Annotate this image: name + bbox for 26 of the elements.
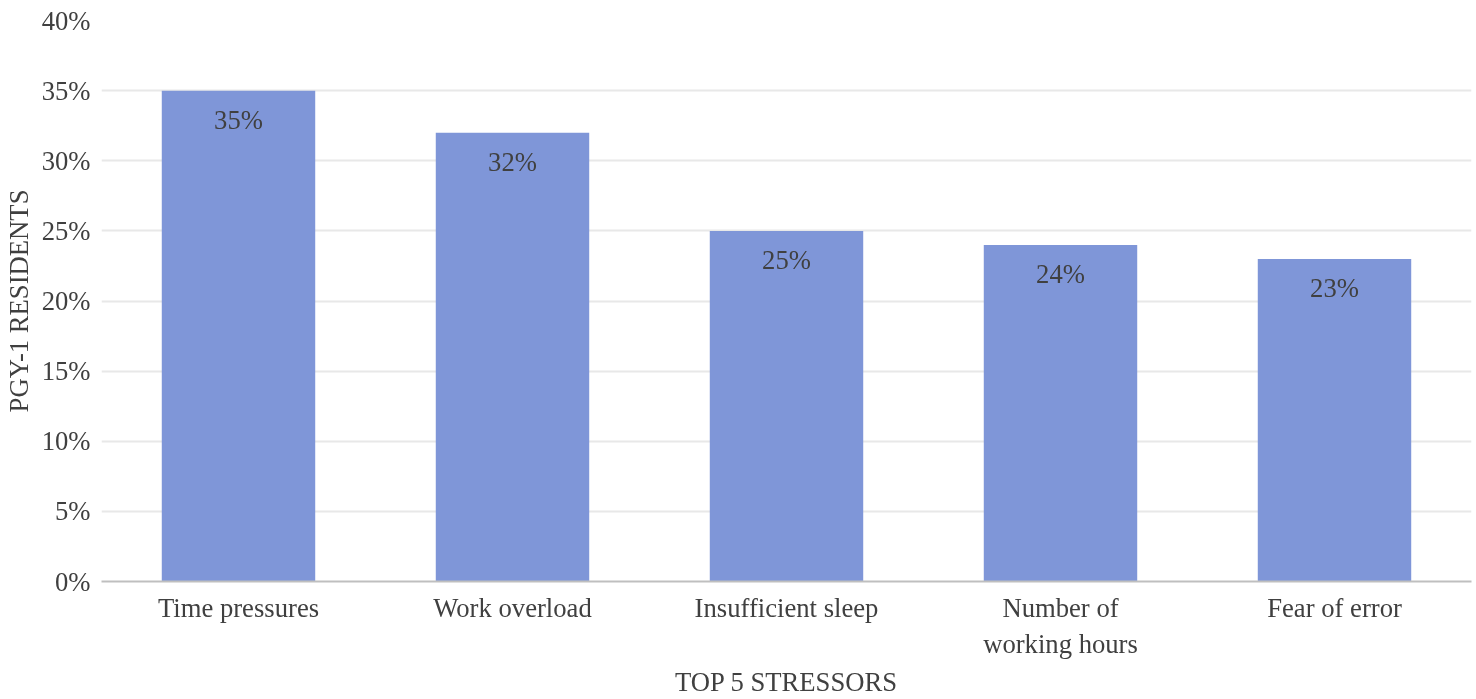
x-axis-title: TOP 5 STRESSORS (674, 666, 898, 697)
data-label: 25% (762, 244, 811, 275)
y-tick-label: 20% (41, 286, 91, 316)
x-tick-label: Fear of error (1267, 592, 1402, 623)
bar (709, 230, 864, 582)
y-tick-label: 0% (54, 566, 91, 597)
bar (1257, 258, 1412, 582)
y-tick-label: 15% (41, 356, 91, 387)
y-tick-label: 25% (41, 215, 91, 246)
y-tick-label: 35% (41, 75, 91, 106)
bar (983, 244, 1138, 582)
y-tick-label: 5% (54, 496, 91, 527)
y-tick-label: 40% (41, 5, 91, 36)
bar (161, 90, 316, 582)
x-tick-label: Work overload (433, 592, 592, 623)
x-tick-label: Number of working hours (983, 592, 1138, 659)
x-tick-label: Time pressures (157, 592, 320, 623)
data-label: 24% (1036, 258, 1085, 289)
data-label: 32% (488, 146, 537, 177)
y-tick-label: 10% (41, 426, 91, 457)
y-axis-title: PGY-1 RESIDENTS (3, 189, 34, 413)
data-label: 35% (214, 104, 263, 135)
data-label: 23% (1310, 272, 1359, 303)
y-tick-label: 30% (41, 145, 91, 176)
bar (435, 132, 590, 582)
x-tick-label: Insufficient sleep (694, 592, 879, 623)
